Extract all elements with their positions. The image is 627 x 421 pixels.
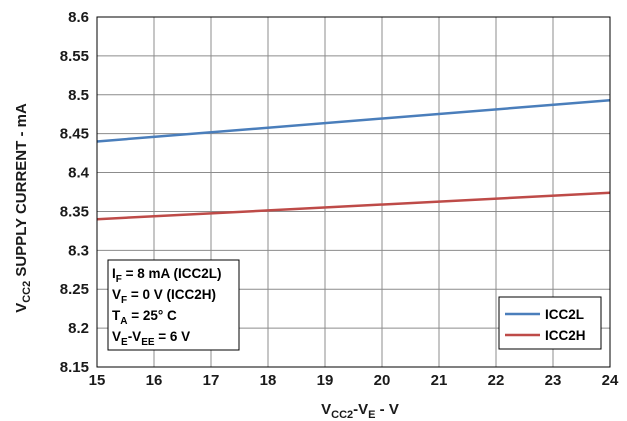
condition-ta: TA = 25° C — [112, 308, 177, 327]
x-tick-label: 20 — [374, 372, 391, 389]
y-tick-label: 8.15 — [60, 359, 89, 376]
x-tick-label: 16 — [146, 372, 163, 389]
x-tick-label: 19 — [317, 372, 334, 389]
y-tick-label: 8.35 — [60, 203, 89, 220]
x-tick-label: 24 — [602, 372, 619, 389]
x-tick-label: 15 — [89, 372, 106, 389]
y-tick-label: 8.55 — [60, 48, 89, 65]
y-tick-label: 8.25 — [60, 281, 89, 298]
y-tick-label: 8.6 — [68, 9, 89, 26]
x-tick-label: 18 — [260, 372, 277, 389]
y-tick-label: 8.45 — [60, 126, 89, 143]
y-axis-title: VCC2 SUPPLY CURRENT - mA — [13, 103, 33, 313]
x-tick-label: 21 — [431, 372, 448, 389]
y-tick-label: 8.2 — [68, 320, 89, 337]
legend: ICC2L ICC2H — [498, 296, 602, 350]
x-tick-label: 22 — [488, 372, 505, 389]
legend-label-icc2l: ICC2L — [545, 307, 584, 322]
x-tick-label: 23 — [545, 372, 562, 389]
tick-labels: 15 16 17 18 19 20 21 22 23 24 8.15 8.2 8.25 8.3 8.35 8.… — [60, 9, 619, 389]
y-tick-label: 8.5 — [68, 87, 89, 104]
condition-if: IF = 8 mA (ICC2L) — [112, 266, 222, 285]
legend-label-icc2h: ICC2H — [545, 328, 586, 343]
series-line-icc2h — [96, 191, 611, 221]
conditions-box: IF = 8 mA (ICC2L) VF = 0 V (ICC2H) TA = … — [107, 259, 240, 351]
condition-ve-vee: VE-VEE = 6 V — [112, 329, 190, 348]
plot-frame — [96, 16, 611, 368]
x-axis-title: VCC2-VE - V — [321, 401, 399, 421]
y-tick-label: 8.3 — [68, 242, 89, 259]
series-line-icc2l — [96, 98, 611, 143]
condition-vf: VF = 0 V (ICC2H) — [112, 287, 216, 306]
x-tick-label: 17 — [203, 372, 220, 389]
y-tick-label: 8.4 — [68, 165, 90, 182]
series-lines — [96, 98, 611, 221]
